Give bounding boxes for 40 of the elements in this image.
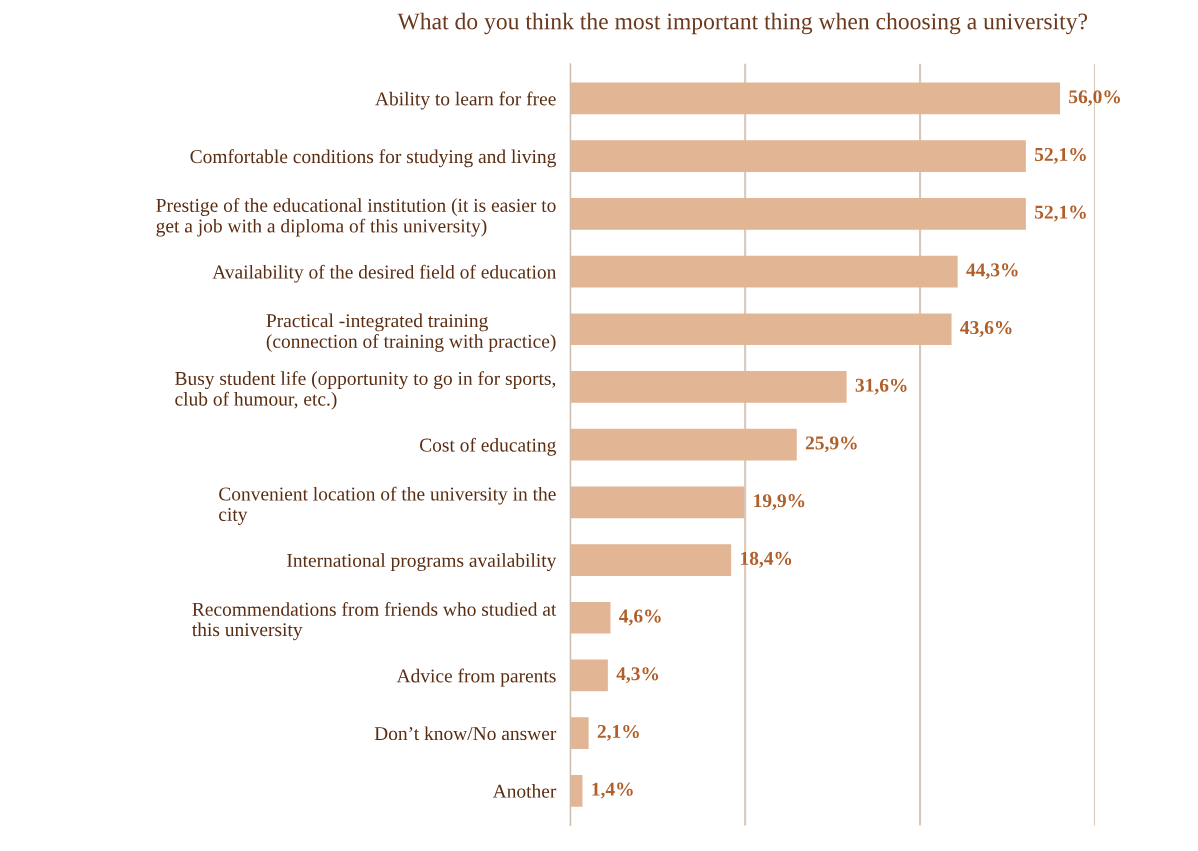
data-label: 25,9% xyxy=(805,436,857,453)
bar xyxy=(570,428,797,461)
data-label: 52,1% xyxy=(1034,205,1086,222)
data-label: 44,3% xyxy=(966,263,1018,280)
data-label: 18,4% xyxy=(741,551,792,568)
bar xyxy=(570,313,952,346)
data-label: 31,6% xyxy=(855,378,907,395)
y-tick-label: Availability of the desired field of education xyxy=(212,264,557,283)
y-tick-label: Busy student life (opportunity to go in for sports, club of humour, etc.) xyxy=(175,371,556,410)
data-label: 19,9% xyxy=(754,494,805,511)
y-tick-label: Don’t know/No answer xyxy=(374,726,557,741)
bar xyxy=(570,255,958,288)
data-label: 43,6% xyxy=(960,320,1012,337)
bar xyxy=(570,82,1060,115)
chart-title: What do you think the most important thing when choosing a university? xyxy=(397,12,1088,35)
bar xyxy=(570,371,847,403)
y-tick-label: Comfortable conditions for studying and living xyxy=(190,149,556,168)
y-tick-label: Practical -integrated training (connection of training with practice) xyxy=(266,313,556,352)
bar xyxy=(570,601,611,634)
y-tick-label: Recommendations from friends who studied at this university xyxy=(192,601,557,641)
bar xyxy=(570,544,732,576)
y-tick-label: Another xyxy=(492,784,557,798)
y-tick-label: Convenient location of the university in the city xyxy=(219,486,556,525)
data-label: 4,6% xyxy=(619,609,661,626)
y-tick-label: Cost of educating xyxy=(419,437,556,456)
data-label: 4,3% xyxy=(616,667,659,684)
y-tick-label: Prestige of the educational institution (it is easier to get a job with a diploma of this university) xyxy=(156,198,556,237)
data-label: 2,1% xyxy=(597,724,639,741)
data-label: 1,4% xyxy=(592,782,633,799)
bar xyxy=(570,140,1026,173)
bar xyxy=(570,659,608,692)
data-label: 52,1% xyxy=(1034,147,1086,164)
bar xyxy=(570,486,745,519)
y-tick-label: Ability to learn for free xyxy=(375,91,556,110)
bar xyxy=(570,197,1026,230)
bar xyxy=(570,774,583,807)
y-tick-label: International programs availability xyxy=(287,553,557,571)
bar xyxy=(570,717,589,750)
y-tick-label: Advice from parents xyxy=(396,668,556,687)
data-label: 56,0% xyxy=(1069,90,1120,107)
